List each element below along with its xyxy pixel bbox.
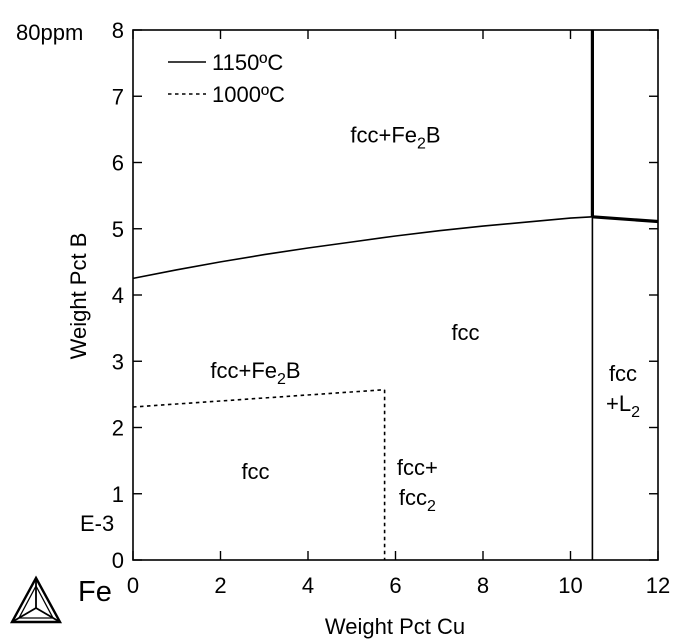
region-fcc-l2-text: fcc bbox=[609, 361, 637, 386]
x-tick-label-3: 6 bbox=[389, 573, 401, 598]
region-fcc-fe2b-lower-text: 2 bbox=[277, 371, 286, 388]
x-tick-label-6: 12 bbox=[646, 573, 670, 598]
x-origin-element: Fe bbox=[78, 576, 112, 608]
region-fcc-l2-text: +L bbox=[606, 391, 631, 416]
y-tick-label-1: 1 bbox=[112, 482, 124, 507]
region-fcc-fcc2: fcc+ fcc2 bbox=[397, 455, 438, 515]
region-fcc-fe2b-lower-text: fcc+Fe bbox=[210, 358, 277, 383]
series-line-4 bbox=[132, 388, 385, 408]
region-fcc-fe2b-lower-text: B bbox=[286, 358, 301, 383]
region-fcc-fcc2-text: fcc bbox=[399, 485, 427, 510]
thermo-calc-logo-icon bbox=[9, 575, 63, 624]
region-fcc-fcc2-text: 2 bbox=[427, 498, 436, 515]
x-tick-label-0: 0 bbox=[127, 573, 139, 598]
y-tick-label-6: 6 bbox=[112, 151, 124, 176]
x-tick-labels: 0 2 4 6 8 10 12 bbox=[127, 573, 670, 598]
y-tick-label-2: 2 bbox=[112, 416, 124, 441]
x-tick-label-5: 10 bbox=[558, 573, 582, 598]
series-line-3 bbox=[592, 215, 659, 224]
y-tick-label-4: 4 bbox=[112, 283, 124, 308]
y-tick-label-0: 0 bbox=[112, 548, 124, 573]
plot-frame bbox=[132, 29, 659, 561]
region-fcc-lower: fcc bbox=[241, 459, 269, 484]
region-fcc-l2: fcc +L2 bbox=[606, 361, 640, 421]
region-fcc-fe2b-upper-text: 2 bbox=[417, 136, 426, 153]
y-axis-label: Weight Pct B bbox=[66, 233, 91, 360]
region-fcc-fe2b-lower: fcc+Fe2B bbox=[210, 358, 300, 388]
x-tick-label-2: 4 bbox=[302, 573, 314, 598]
legend-label-1: 1000ºC bbox=[212, 82, 285, 107]
y-tick-label-5: 5 bbox=[112, 217, 124, 242]
axis-ticks bbox=[132, 29, 659, 561]
y-scale-note: E-3 bbox=[80, 511, 114, 536]
region-fcc-lower-text: fcc bbox=[241, 459, 269, 484]
y-tick-label-7: 7 bbox=[112, 84, 124, 109]
region-fcc-fe2b-upper: fcc+Fe2B bbox=[350, 123, 440, 153]
series-lines bbox=[132, 30, 659, 560]
y-tick-label-8: 8 bbox=[112, 18, 124, 43]
region-fcc-upper-text: fcc bbox=[451, 320, 479, 345]
region-fcc-l2-text: 2 bbox=[631, 404, 640, 421]
y-tick-labels: 0 1 2 3 4 5 6 7 8 bbox=[112, 18, 124, 573]
region-fcc-fcc2-text: fcc+ bbox=[397, 455, 438, 480]
region-fcc-fe2b-upper-text: fcc+Fe bbox=[350, 123, 417, 148]
region-fcc-upper: fcc bbox=[451, 320, 479, 345]
region-fcc-fe2b-upper-text: B bbox=[426, 123, 441, 148]
y-tick-label-3: 3 bbox=[112, 349, 124, 374]
y-top-prefix: 80ppm bbox=[16, 20, 83, 45]
x-axis-label: Weight Pct Cu bbox=[325, 614, 465, 639]
legend: 1150ºC 1000ºC bbox=[168, 50, 285, 107]
x-tick-label-1: 2 bbox=[214, 573, 226, 598]
x-tick-label-4: 8 bbox=[477, 573, 489, 598]
series-line-0 bbox=[132, 216, 593, 280]
plot-border bbox=[132, 29, 659, 561]
legend-label-0: 1150ºC bbox=[212, 50, 283, 75]
